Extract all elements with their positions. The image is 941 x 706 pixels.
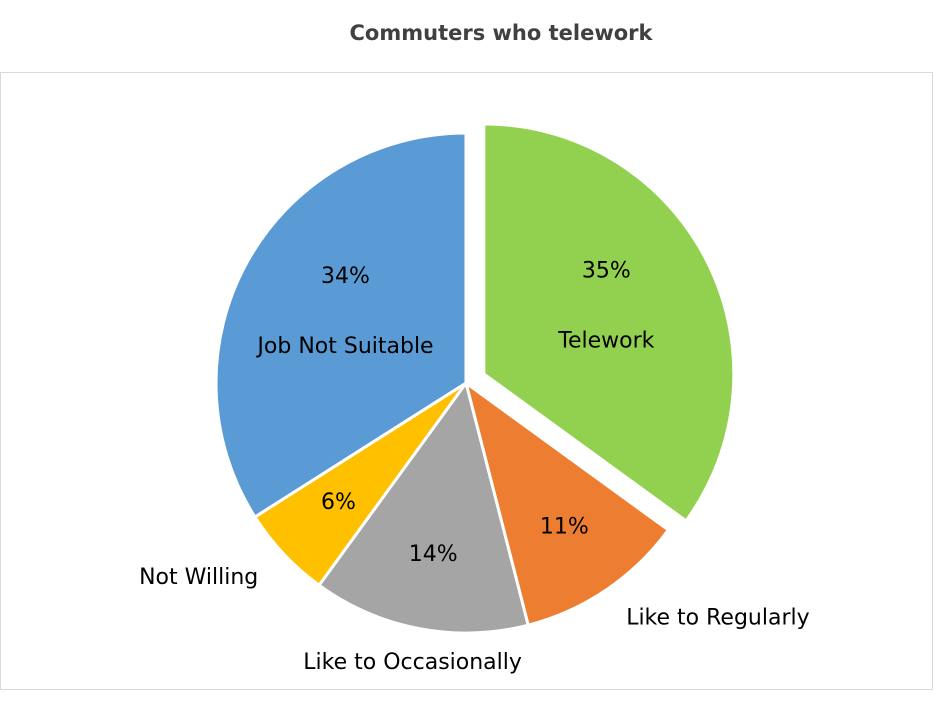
value-label: 6% [321, 490, 356, 515]
pie-slice [463, 379, 671, 627]
pie-slice [214, 131, 468, 520]
category-label: Telework [557, 328, 654, 353]
category-label: Like to Occasionally [303, 650, 522, 675]
value-label: 35% [582, 258, 631, 283]
category-label: Like to Regularly [626, 606, 809, 631]
value-label: 14% [409, 542, 458, 567]
value-label: 34% [321, 264, 370, 289]
pie-slice [482, 122, 736, 523]
category-label: Job Not Suitable [255, 334, 433, 359]
value-label: 11% [540, 515, 589, 540]
pie-slice [316, 379, 530, 635]
chart-title: Commuters who telework [350, 21, 654, 45]
category-label: Not Willing [139, 565, 258, 590]
